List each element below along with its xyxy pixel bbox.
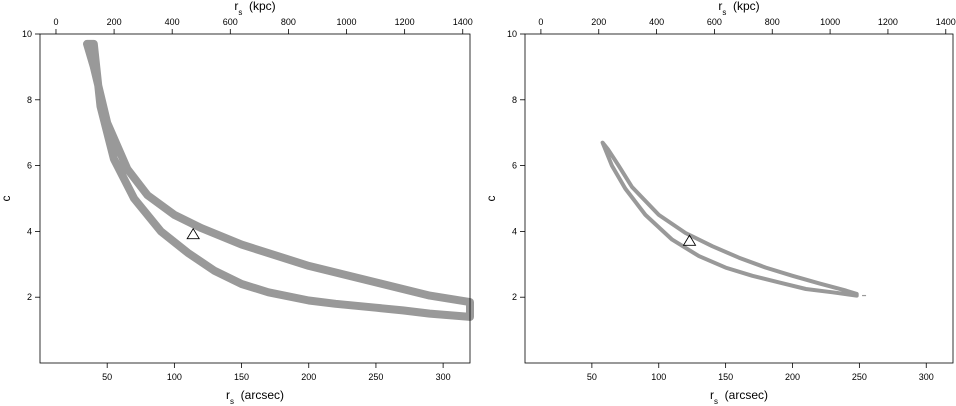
plot-frame — [39, 33, 471, 364]
y-tick-label: 6 — [27, 161, 32, 171]
top-x-tick-label: 200 — [107, 17, 122, 27]
top-x-tick-label: 200 — [591, 17, 606, 27]
y-tick-label: 2 — [512, 292, 517, 302]
top-x-tick-label: 1200 — [395, 17, 415, 27]
top-x-tick-label: 600 — [707, 17, 722, 27]
y-tick-label: 2 — [27, 292, 32, 302]
top-x-tick-label: 1000 — [820, 17, 840, 27]
top-x-tick-label: 0 — [538, 17, 543, 27]
x-tick-label: 100 — [167, 372, 182, 382]
x-tick-label: 200 — [301, 372, 316, 382]
y-axis-title: c — [0, 196, 13, 202]
y-axis-title: c — [484, 196, 498, 202]
top-axis-title: rs (kpc) — [234, 0, 275, 17]
top-x-tick-label: 1200 — [878, 17, 898, 27]
x-axis-title: rs (arcsec) — [710, 388, 768, 406]
best-fit-marker — [186, 227, 200, 240]
plot-frame — [524, 33, 954, 364]
y-tick-label: 8 — [512, 95, 517, 105]
x-axis-title: rs (arcsec) — [226, 388, 284, 406]
x-tick-label: 100 — [651, 372, 666, 382]
best-fit-marker — [682, 234, 697, 246]
x-tick-label: 50 — [587, 372, 597, 382]
x-tick-label: 250 — [852, 372, 867, 382]
y-tick-label: 10 — [507, 29, 517, 39]
top-x-tick-label: 400 — [165, 17, 180, 27]
confidence-contour — [83, 39, 474, 321]
y-tick-label: 6 — [512, 161, 517, 171]
top-x-tick-label: 800 — [281, 17, 296, 27]
x-tick-label: 150 — [234, 372, 249, 382]
top-axis-title: rs (kpc) — [718, 0, 759, 17]
x-tick-label: 300 — [919, 372, 934, 382]
top-x-tick-label: 1400 — [936, 17, 956, 27]
top-x-tick-label: 0 — [53, 17, 58, 27]
y-tick-label: 4 — [27, 226, 32, 236]
top-x-tick-label: 400 — [649, 17, 664, 27]
x-tick-label: 300 — [436, 372, 451, 382]
x-tick-label: 200 — [785, 372, 800, 382]
x-tick-label: 250 — [368, 372, 383, 382]
y-tick-label: 10 — [22, 29, 32, 39]
x-tick-label: 150 — [718, 372, 733, 382]
top-x-tick-label: 600 — [223, 17, 238, 27]
top-x-tick-label: 1000 — [337, 17, 357, 27]
y-tick-label: 4 — [512, 226, 517, 236]
y-tick-label: 8 — [27, 95, 32, 105]
top-x-tick-label: 1400 — [453, 17, 473, 27]
confidence-contour — [600, 140, 859, 298]
top-x-tick-label: 800 — [765, 17, 780, 27]
x-tick-label: 50 — [102, 372, 112, 382]
